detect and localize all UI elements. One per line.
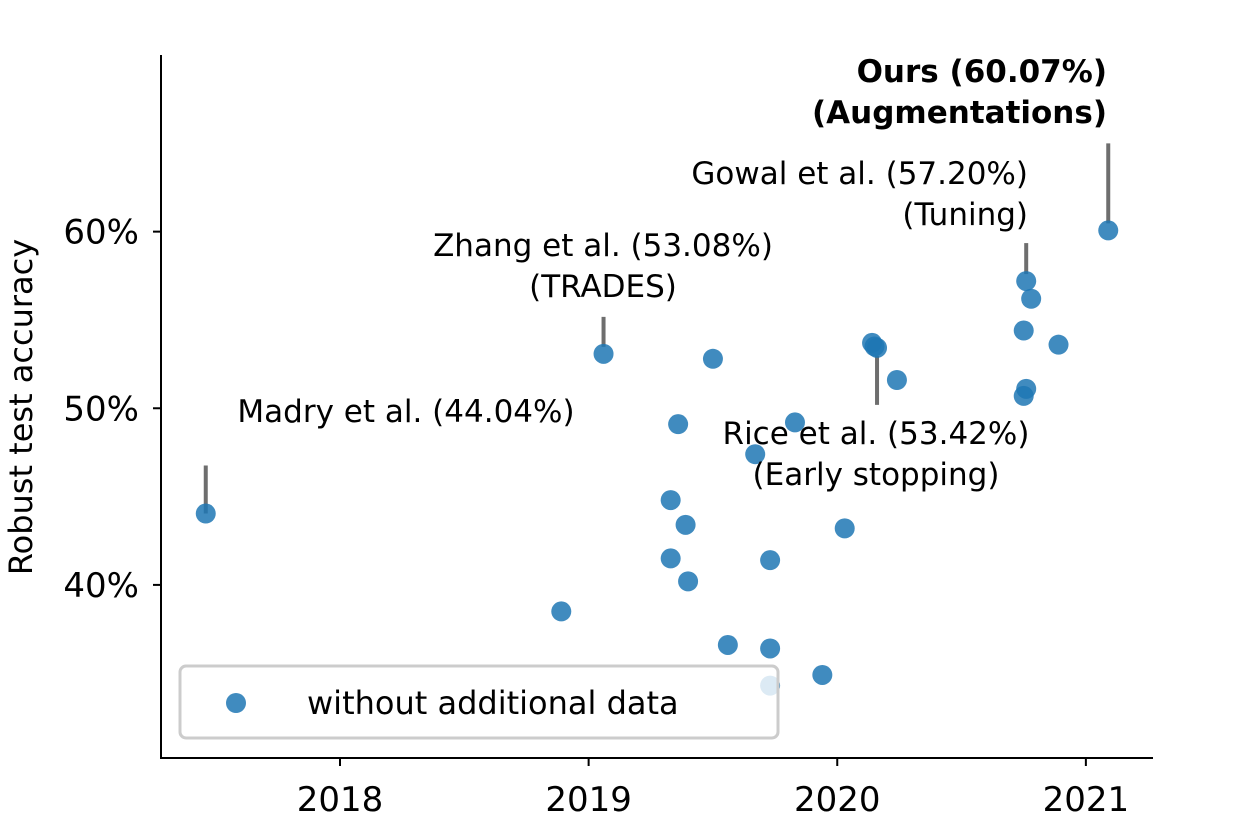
annotation-label: (Tuning) <box>902 197 1028 233</box>
data-point <box>675 514 696 535</box>
data-point <box>1016 271 1037 292</box>
data-point <box>812 664 833 685</box>
x-tick-label: 2020 <box>794 780 881 820</box>
annotation-label: Rice et al. (53.42%) <box>723 416 1030 452</box>
data-point <box>717 634 738 655</box>
annotation-label: Madry et al. (44.04%) <box>237 394 574 430</box>
legend: without additional data <box>178 664 780 740</box>
annotation-label: (Augmentations) <box>812 95 1107 131</box>
y-tick-label: 40% <box>63 566 139 606</box>
data-point <box>1048 334 1069 355</box>
data-point <box>745 444 766 465</box>
data-point <box>1016 378 1037 399</box>
data-point <box>867 337 888 358</box>
data-point <box>660 490 681 511</box>
y-tick-label: 60% <box>63 213 139 253</box>
data-point <box>1098 220 1119 241</box>
data-point <box>760 550 781 571</box>
annotation-label: Gowal et al. (57.20%) <box>691 156 1028 192</box>
data-point <box>195 503 216 524</box>
data-point <box>784 412 805 433</box>
x-axis-ticks: 2018 2019 2020 2021 <box>297 758 1129 820</box>
data-point <box>593 343 614 364</box>
annotation-label: Zhang et al. (53.08%) <box>433 228 773 264</box>
data-point <box>678 571 699 592</box>
annotation-label: (TRADES) <box>529 269 677 305</box>
x-tick-label: 2021 <box>1043 780 1130 820</box>
legend-box <box>178 664 780 740</box>
annotation-label: (Early stopping) <box>753 457 1000 493</box>
data-point <box>1013 320 1034 341</box>
x-tick-label: 2018 <box>297 780 384 820</box>
data-points <box>195 220 1119 696</box>
data-point <box>886 370 907 391</box>
legend-label: without additional data <box>307 684 679 722</box>
y-axis-label: Robust test accuracy <box>2 239 40 575</box>
data-point <box>668 414 689 435</box>
annotation-label: Ours (60.07%) <box>857 54 1107 90</box>
data-point <box>551 601 572 622</box>
data-point <box>834 518 855 539</box>
data-point <box>760 638 781 659</box>
annotations: Madry et al. (44.04%) Zhang et al. (53.08… <box>237 54 1107 493</box>
data-point <box>702 348 723 369</box>
legend-marker <box>226 693 246 713</box>
y-tick-label: 50% <box>63 389 139 429</box>
data-point <box>660 548 681 569</box>
x-tick-label: 2019 <box>545 780 632 820</box>
y-axis-ticks: 40% 50% 60% <box>63 213 161 606</box>
data-point <box>1021 288 1042 309</box>
